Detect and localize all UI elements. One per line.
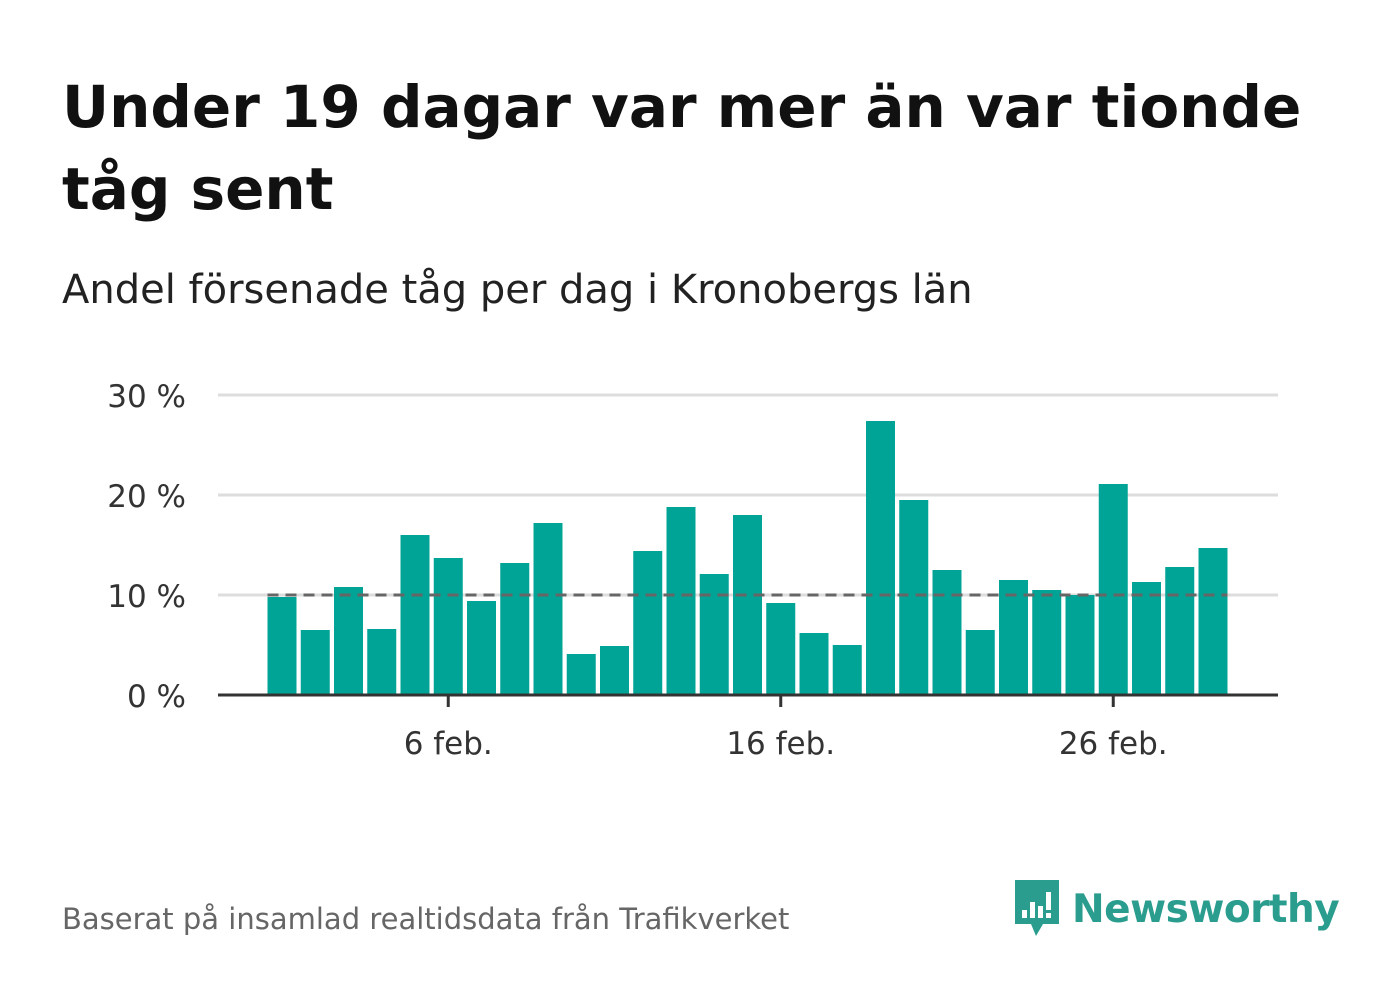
brand-logo: Newsworthy [1012,878,1340,940]
bar [832,645,862,695]
x-tick-label: 16 feb. [726,726,835,762]
y-tick-label: 20 % [107,479,186,515]
bar [1065,595,1095,695]
bar [1165,567,1195,695]
bar [866,421,895,695]
bar [699,574,729,695]
bar [267,597,297,695]
y-tick-label: 10 % [107,579,186,615]
bar [600,646,629,695]
bar [633,551,663,695]
bar [367,629,397,695]
bar [1098,484,1128,695]
y-tick-label: 0 % [127,679,186,715]
chart-title: Under 19 dagar var mer än var tionde tåg… [62,73,1302,223]
chart-subtitle: Andel försenade tåg per dag i Kronobergs… [62,267,973,313]
bar [766,603,796,695]
y-axis-labels: 0 % 10 % 20 % 30 % [107,379,186,715]
bar [433,558,463,695]
x-tick-label: 26 feb. [1059,726,1168,762]
x-axis-ticks: 6 feb. 16 feb. 26 feb. [404,695,1168,762]
bar [899,500,929,695]
y-tick-label: 30 % [107,379,186,415]
bar [799,633,829,695]
bar [666,507,696,695]
source-note: Baserat på insamlad realtidsdata från Tr… [62,902,790,936]
bar [932,570,962,695]
bar [1132,582,1161,695]
brand-name: Newsworthy [1072,886,1340,932]
bar [965,630,995,695]
newsworthy-logo-icon [1015,880,1059,936]
bar [300,630,330,695]
bar [467,601,496,695]
bar [533,523,563,695]
bars [267,421,1228,695]
bar [1032,590,1062,695]
bar [999,580,1028,695]
bar [733,515,762,695]
bar [500,563,530,695]
bar [334,587,363,695]
bar [400,535,430,695]
x-tick-label: 6 feb. [404,726,493,762]
bar [566,654,596,695]
bar [1198,548,1228,695]
